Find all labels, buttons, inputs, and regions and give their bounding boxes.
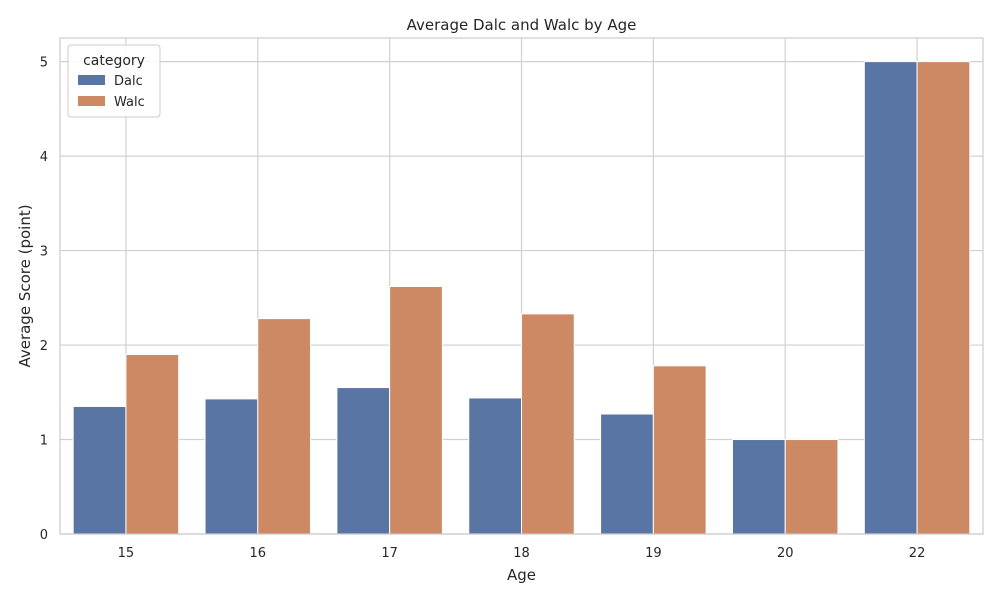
bar-dalc-19 [600, 413, 654, 535]
bar-walc-15 [125, 353, 180, 535]
y-tick-label: 4 [40, 150, 48, 165]
legend-title: category [83, 53, 145, 69]
y-tick-label: 0 [40, 528, 48, 543]
x-tick-label: 22 [909, 546, 926, 561]
bar-dalc-22 [863, 61, 918, 535]
legend-label-walc: Walc [114, 95, 145, 110]
legend-swatch-dalc [78, 75, 105, 85]
x-tick-label: 18 [513, 546, 530, 561]
legend-swatch-walc [78, 96, 105, 106]
chart-title: Average Dalc and Walc by Age [407, 16, 637, 34]
bar-dalc-16 [204, 398, 259, 535]
x-tick-label: 20 [777, 546, 794, 561]
bar-dalc-17 [336, 387, 391, 535]
bar-walc-16 [257, 318, 312, 535]
bar-dalc-20 [731, 439, 786, 535]
plot-area: 0 1 2 3 4 5 15 16 17 18 19 20 22 [40, 37, 984, 561]
legend: category Dalc Walc [67, 44, 161, 118]
bar-walc-20 [784, 439, 839, 535]
bar-walc-22 [916, 61, 971, 535]
y-tick-label: 3 [40, 245, 48, 260]
bar-walc-19 [652, 365, 707, 535]
bar-walc-18 [521, 313, 575, 535]
x-tick-label: 17 [381, 546, 398, 561]
x-tick-label: 15 [118, 546, 135, 561]
legend-label-dalc: Dalc [114, 74, 143, 89]
bar-walc-17 [389, 285, 443, 535]
y-tick-label: 5 [40, 56, 48, 71]
x-axis-label: Age [507, 566, 536, 584]
bar-dalc-15 [72, 405, 127, 535]
x-tick-label: 19 [645, 546, 662, 561]
plot-frame [59, 37, 984, 535]
y-axis-label: Average Score (point) [16, 204, 34, 367]
bar-dalc-18 [468, 397, 522, 535]
y-tick-label: 1 [40, 434, 48, 449]
x-tick-label: 16 [250, 546, 267, 561]
y-tick-label: 2 [40, 339, 48, 354]
